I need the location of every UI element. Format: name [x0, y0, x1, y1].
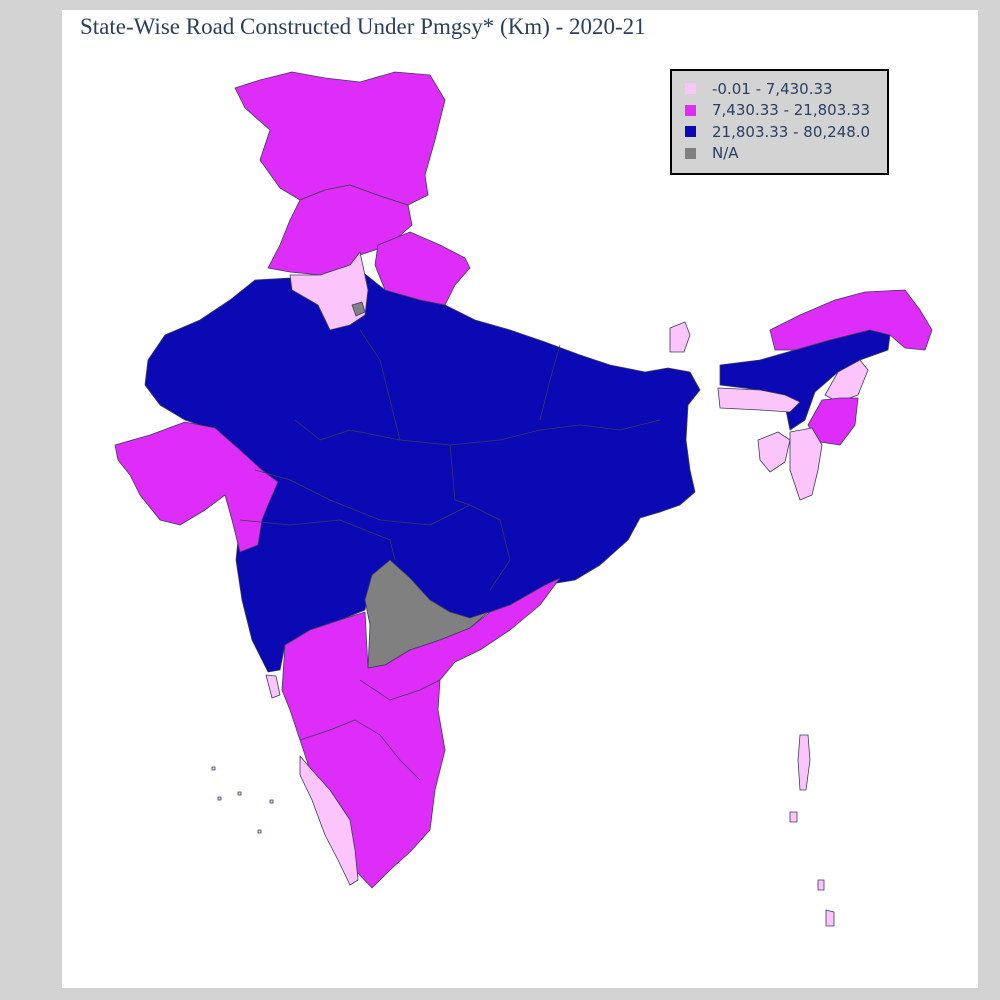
legend-label: 7,430.33 - 21,803.33	[712, 101, 871, 120]
region-jammu-kashmir[interactable]	[234, 71, 446, 206]
map-title: State-Wise Road Constructed Under Pmgsy*…	[80, 14, 646, 39]
legend-label: 21,803.33 - 80,248.0	[712, 122, 871, 141]
legend-item[interactable]: 7,430.33 - 21,803.33	[685, 100, 887, 122]
legend-item[interactable]: -0.01 - 7,430.33	[685, 78, 887, 100]
region-meghalaya[interactable]	[717, 387, 801, 413]
map-legend: -0.01 - 7,430.33 7,430.33 - 21,803.33 21…	[670, 69, 889, 175]
legend-item[interactable]: 21,803.33 - 80,248.0	[685, 121, 887, 143]
legend-swatch-high	[685, 126, 696, 138]
region-delhi[interactable]	[351, 301, 366, 317]
region-uttarakhand[interactable]	[374, 231, 471, 306]
state-boundaries	[239, 329, 661, 781]
region-gujarat[interactable]	[114, 421, 279, 553]
region-lakshadweep[interactable]	[211, 766, 274, 834]
legend-item[interactable]: N/A	[685, 143, 887, 165]
legend-label: N/A	[712, 144, 739, 163]
region-manipur[interactable]	[807, 397, 859, 446]
region-mizoram[interactable]	[789, 427, 823, 501]
legend-swatch-na	[685, 147, 696, 159]
region-haryana[interactable]	[289, 251, 369, 331]
region-goa[interactable]	[265, 674, 281, 699]
region-andaman-nicobar[interactable]	[789, 734, 835, 927]
region-nagaland[interactable]	[824, 359, 869, 403]
region-arunachal-pradesh[interactable]	[769, 289, 933, 351]
region-tripura[interactable]	[757, 431, 791, 473]
region-kerala[interactable]	[299, 755, 359, 886]
region-sikkim[interactable]	[669, 321, 691, 353]
region-himachal-punjab[interactable]	[267, 184, 413, 276]
legend-swatch-mid	[685, 104, 696, 116]
legend-swatch-low	[685, 83, 696, 95]
legend-label: -0.01 - 7,430.33	[712, 79, 833, 98]
